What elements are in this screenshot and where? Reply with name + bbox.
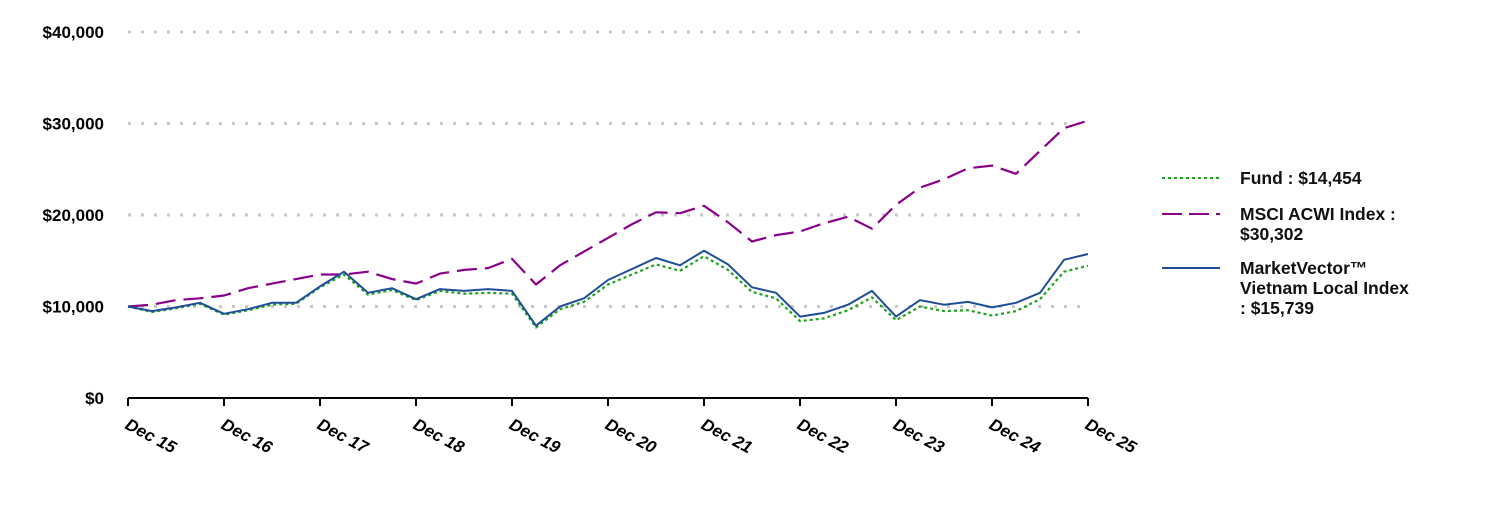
x-tick-label: Dec 18 [410,415,468,458]
series-line-marketvector-vietnam-local-index [127,249,1089,327]
x-tick-label: Dec 24 [986,415,1044,458]
y-tick-label: $0 [85,389,104,408]
y-tick-label: $30,000 [43,115,104,134]
legend-item-msci: MSCI ACWI Index : $30,302 [1160,204,1480,244]
x-tick-label: Dec 20 [602,415,660,458]
x-tick-label: Dec 21 [698,415,755,458]
series-line-msci-acwi-index [127,119,1089,308]
x-tick-label: Dec 22 [794,415,852,458]
x-axis: Dec 15 Dec 16 Dec 17 Dec 18 Dec 19 Dec 20 Dec … [122,397,1140,458]
legend-item-fund: Fund : $14,454 [1160,168,1480,190]
legend-label-msci: MSCI ACWI Index : $30,302 [1240,204,1396,244]
series-line-fund [127,255,1089,329]
legend-label-marketvector: MarketVector™ Vietnam Local Index : $15,… [1240,258,1409,318]
gridlines [128,30,1088,308]
series-lines [127,119,1089,329]
y-tick-label: $20,000 [43,206,104,225]
x-tick-label: Dec 15 [122,415,180,458]
y-tick-label: $10,000 [43,298,104,317]
legend-label-fund: Fund : $14,454 [1240,168,1362,188]
legend: Fund : $14,454 MSCI ACWI Index : $30,302… [1160,168,1480,332]
legend-item-marketvector: MarketVector™ Vietnam Local Index : $15,… [1160,258,1480,318]
y-axis-labels: $0 $10,000 $20,000 $30,000 $40,000 [43,23,104,408]
x-tick-label: Dec 16 [218,415,276,458]
legend-swatch-solid-icon [1160,258,1222,280]
x-tick-label: Dec 23 [890,415,948,458]
y-tick-label: $40,000 [43,23,104,42]
x-tick-label: Dec 25 [1082,415,1140,458]
legend-swatch-dashed-icon [1160,204,1222,226]
legend-swatch-dotted-icon [1160,168,1222,190]
x-tick-label: Dec 17 [314,415,373,458]
x-tick-label: Dec 19 [506,415,564,458]
